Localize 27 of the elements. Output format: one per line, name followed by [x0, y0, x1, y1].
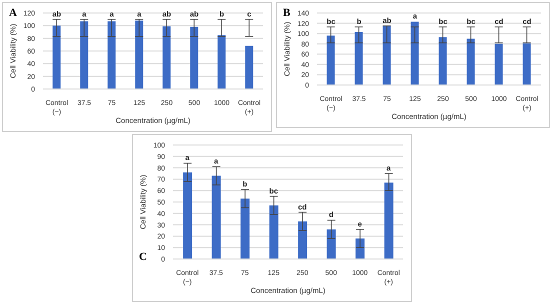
bar — [410, 22, 419, 85]
bar — [522, 43, 531, 85]
chart-title: A — [9, 7, 17, 19]
bar — [108, 21, 116, 89]
bar — [326, 229, 336, 259]
bar — [384, 182, 394, 259]
bar — [162, 26, 171, 89]
bar — [356, 238, 365, 259]
bar — [135, 20, 144, 89]
bar — [80, 21, 88, 89]
bar — [212, 176, 221, 259]
text: C — [139, 251, 147, 263]
bar — [183, 172, 192, 259]
bar — [326, 36, 335, 85]
bar — [438, 37, 447, 85]
bar — [466, 38, 475, 85]
bar — [269, 205, 278, 259]
bar — [218, 35, 226, 89]
bar — [382, 26, 391, 85]
bar — [494, 44, 503, 85]
chart-title: B — [283, 7, 290, 19]
bar — [52, 26, 61, 89]
bar — [298, 221, 308, 259]
bar — [240, 198, 250, 259]
bar — [190, 26, 198, 89]
bar — [245, 46, 254, 89]
bar — [354, 32, 363, 85]
